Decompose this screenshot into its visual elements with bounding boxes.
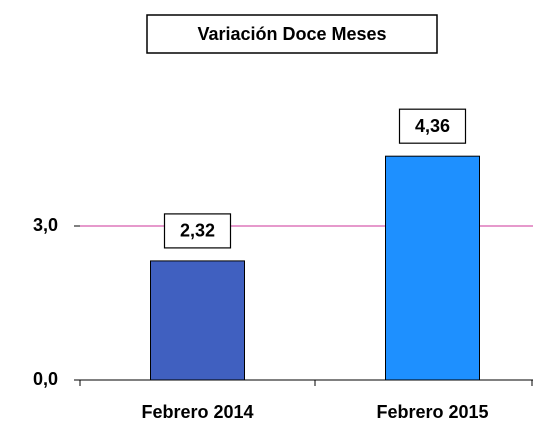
bar (385, 155, 480, 381)
x-tick-label: Febrero 2015 (376, 402, 488, 422)
value-label-box (398, 108, 467, 144)
bar (150, 260, 245, 381)
y-tick-label: 0,0 (33, 369, 58, 389)
value-label: 4,36 (415, 116, 450, 136)
chart-title: Variación Doce Meses (197, 24, 386, 44)
title-box (146, 14, 438, 54)
x-tick-label: Febrero 2014 (141, 402, 253, 422)
value-label-box (163, 213, 232, 249)
value-label: 2,32 (180, 221, 215, 241)
y-tick-label: 3,0 (33, 215, 58, 235)
